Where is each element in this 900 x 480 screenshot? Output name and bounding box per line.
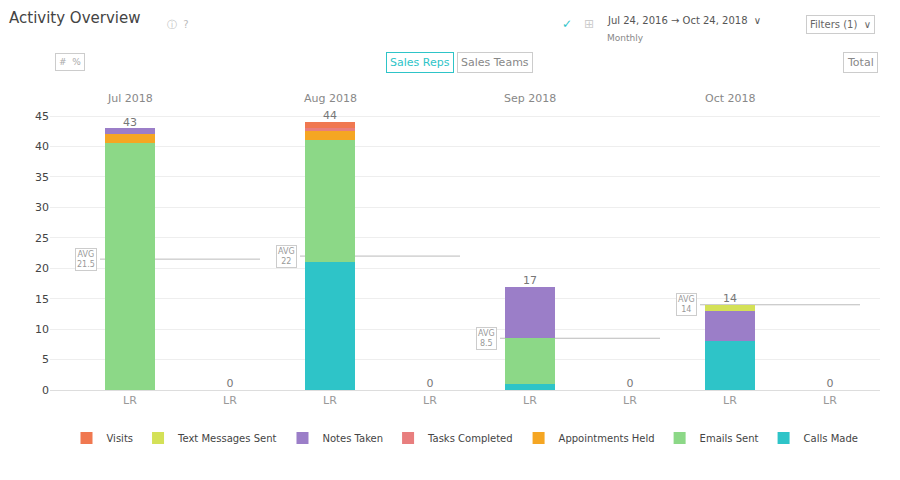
svg-text:LR: LR [323,394,337,407]
svg-text:# %: # % [59,57,81,67]
svg-text:43: 43 [123,116,137,129]
svg-text:✓: ✓ [562,17,572,31]
svg-text:Notes Taken: Notes Taken [322,433,383,444]
svg-text:40: 40 [35,140,49,153]
svg-text:LR: LR [223,394,237,407]
svg-text:30: 30 [35,201,49,214]
svg-text:Monthly: Monthly [607,33,644,43]
svg-text:LR: LR [623,394,637,407]
svg-text:0: 0 [827,377,834,390]
svg-text:Activity Overview: Activity Overview [9,9,140,27]
svg-text:17: 17 [523,274,537,287]
svg-text:LR: LR [723,394,737,407]
svg-text:ⓘ ?: ⓘ ? [167,19,189,30]
svg-text:Jul 2018: Jul 2018 [107,92,153,105]
svg-text:Text Messages Sent: Text Messages Sent [177,433,276,444]
svg-text:AVG14: AVG14 [678,295,695,314]
svg-text:Tasks Completed: Tasks Completed [427,433,513,444]
svg-text:AVG8.5: AVG8.5 [478,329,495,348]
svg-text:Jul 24, 2016 → Oct 24, 2018 ∨: Jul 24, 2016 → Oct 24, 2018 ∨ [607,15,761,26]
svg-text:0: 0 [627,377,634,390]
svg-text:14: 14 [723,292,737,305]
svg-text:Aug 2018: Aug 2018 [304,92,357,105]
svg-text:35: 35 [35,171,49,184]
svg-text:Oct 2018: Oct 2018 [705,92,756,105]
svg-text:15: 15 [35,293,49,306]
svg-text:10: 10 [35,323,49,336]
svg-text:LR: LR [123,394,137,407]
svg-text:Sep 2018: Sep 2018 [504,92,556,105]
svg-text:AVG21.5: AVG21.5 [77,250,95,269]
svg-text:Emails Sent: Emails Sent [700,433,759,444]
svg-text:20: 20 [35,262,49,275]
svg-text:25: 25 [35,232,49,245]
svg-text:Filters (1) ∨: Filters (1) ∨ [810,19,871,30]
svg-text:0: 0 [42,384,49,397]
svg-text:5: 5 [42,353,49,366]
svg-text:Sales Teams: Sales Teams [461,56,529,69]
svg-text:LR: LR [523,394,537,407]
svg-text:Calls Made: Calls Made [804,433,858,444]
svg-text:Visits: Visits [107,433,134,444]
svg-text:LR: LR [423,394,437,407]
svg-text:Total: Total [847,56,874,69]
svg-text:0: 0 [427,377,434,390]
svg-text:⊞: ⊞ [584,17,594,31]
svg-text:Sales Reps: Sales Reps [390,56,450,69]
svg-text:Appointments Held: Appointments Held [559,433,655,444]
svg-text:AVG22: AVG22 [278,247,295,266]
svg-text:45: 45 [35,110,49,123]
svg-text:44: 44 [323,109,337,122]
svg-text:0: 0 [227,377,234,390]
svg-text:LR: LR [823,394,837,407]
